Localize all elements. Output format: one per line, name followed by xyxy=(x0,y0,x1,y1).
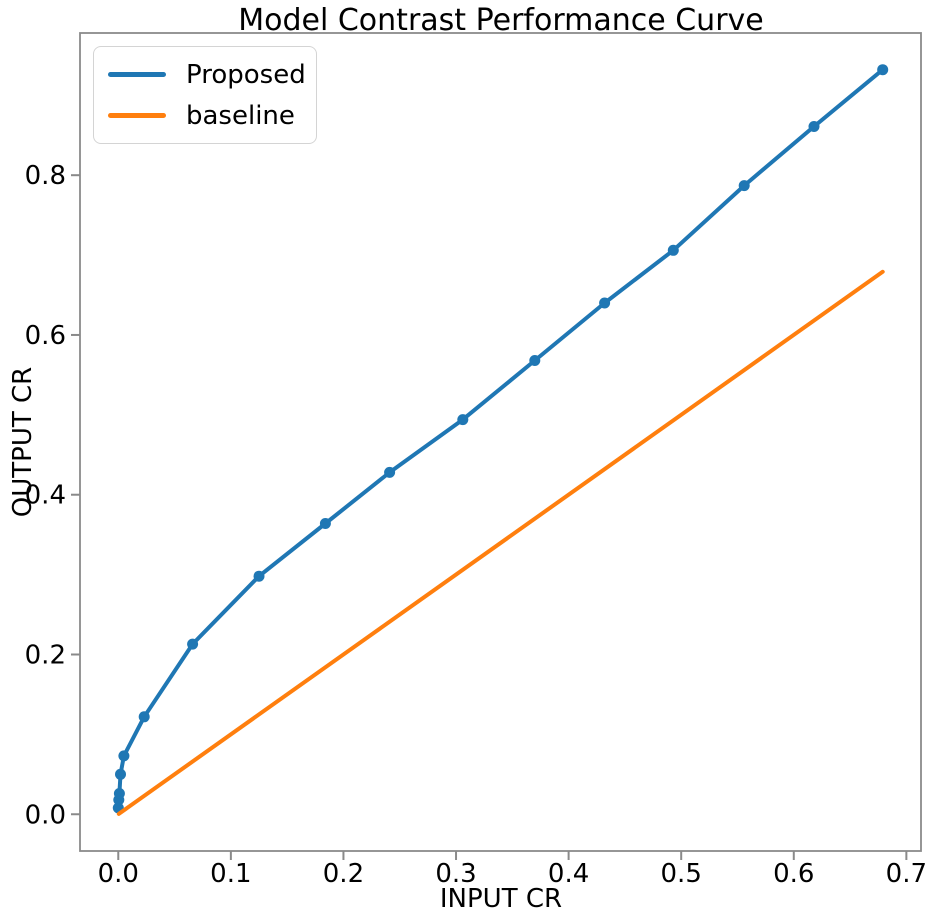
y-axis-label: OUTPUT CR xyxy=(8,366,38,518)
legend-line-sample xyxy=(108,113,166,118)
data-point-marker xyxy=(118,750,130,762)
legend-label: Proposed xyxy=(186,59,306,90)
y-tick-label: 0.4 xyxy=(25,481,66,511)
legend-line-sample xyxy=(108,72,166,77)
data-point-marker xyxy=(667,244,679,256)
data-point-marker xyxy=(384,466,396,478)
data-point-marker xyxy=(253,570,265,582)
data-point-marker xyxy=(319,518,331,529)
data-point-marker xyxy=(529,355,541,366)
y-tick-label: 0.2 xyxy=(25,640,66,670)
x-tick-label: 0.1 xyxy=(210,859,251,889)
x-tick-label: 0.0 xyxy=(98,859,139,889)
x-tick-label: 0.4 xyxy=(548,859,589,889)
legend-box: Proposed baseline xyxy=(93,46,317,144)
data-point-marker xyxy=(738,180,750,192)
data-point-marker xyxy=(113,788,125,799)
data-point-marker xyxy=(457,414,469,426)
data-point-marker xyxy=(877,64,889,76)
y-tick-label: 0.0 xyxy=(25,800,66,830)
x-tick-label: 0.3 xyxy=(435,859,476,889)
x-tick-label: 0.6 xyxy=(773,859,814,889)
data-point-marker xyxy=(138,711,150,723)
data-point-marker xyxy=(599,297,611,309)
legend-item-proposed: Proposed xyxy=(108,58,306,91)
x-tick-label: 0.7 xyxy=(886,859,927,889)
x-tick-label: 0.2 xyxy=(323,859,364,889)
data-point-marker xyxy=(187,638,199,650)
plot-border xyxy=(79,32,922,852)
legend-label: baseline xyxy=(186,100,295,131)
legend-item-baseline: baseline xyxy=(108,99,302,132)
series-line-proposed xyxy=(116,67,885,810)
series-line-baseline xyxy=(116,269,885,816)
y-tick-label: 0.6 xyxy=(25,321,66,351)
y-tick-label: 0.8 xyxy=(25,161,66,191)
x-tick-label: 0.5 xyxy=(661,859,702,889)
data-point-marker xyxy=(115,768,126,780)
data-point-marker xyxy=(808,121,820,132)
chart-title: Model Contrast Performance Curve xyxy=(238,3,764,38)
x-axis-label: INPUT CR xyxy=(439,884,563,914)
